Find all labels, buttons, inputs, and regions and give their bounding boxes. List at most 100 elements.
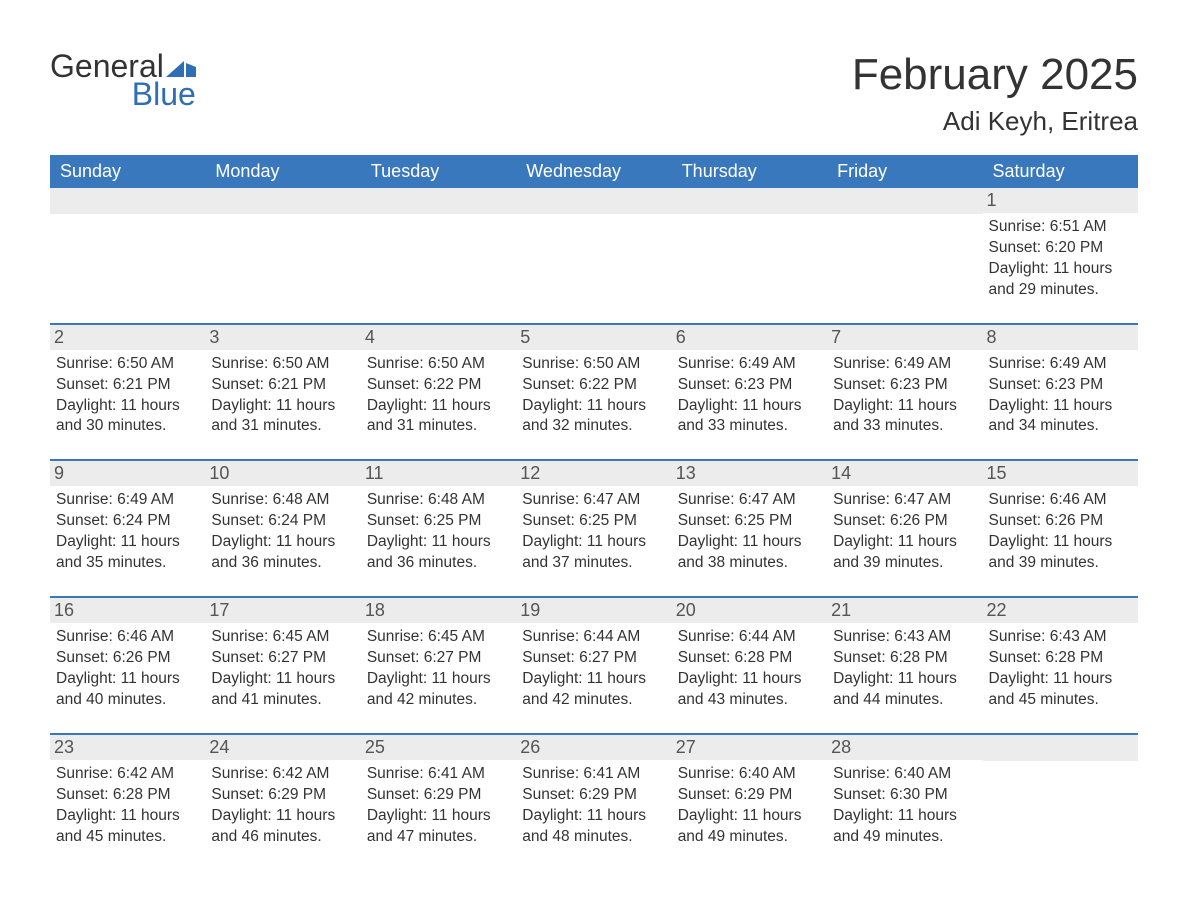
day-number: 27 [672, 735, 827, 760]
day-number [516, 188, 671, 214]
sunrise-line: Sunrise: 6:43 AM [989, 627, 1132, 648]
daylight-line: Daylight: 11 hours and 33 minutes. [678, 396, 821, 438]
weekday-header-cell: Monday [205, 155, 360, 188]
sunset-line: Sunset: 6:23 PM [989, 375, 1132, 396]
sunrise-line: Sunrise: 6:50 AM [522, 354, 665, 375]
calendar-cell: 8Sunrise: 6:49 AMSunset: 6:23 PMDaylight… [983, 325, 1138, 446]
sunset-line: Sunset: 6:28 PM [56, 785, 199, 806]
calendar-cell: 6Sunrise: 6:49 AMSunset: 6:23 PMDaylight… [672, 325, 827, 446]
sunrise-line: Sunrise: 6:46 AM [989, 490, 1132, 511]
daylight-line: Daylight: 11 hours and 49 minutes. [833, 806, 976, 848]
day-number: 7 [827, 325, 982, 350]
daylight-line: Daylight: 11 hours and 47 minutes. [367, 806, 510, 848]
day-number: 17 [205, 598, 360, 623]
sun-info: Sunrise: 6:49 AMSunset: 6:23 PMDaylight:… [833, 354, 976, 438]
sunrise-line: Sunrise: 6:45 AM [367, 627, 510, 648]
sunset-line: Sunset: 6:23 PM [678, 375, 821, 396]
day-number [50, 188, 205, 214]
sunset-line: Sunset: 6:28 PM [989, 648, 1132, 669]
sunrise-line: Sunrise: 6:47 AM [522, 490, 665, 511]
sunrise-line: Sunrise: 6:49 AM [678, 354, 821, 375]
sunrise-line: Sunrise: 6:41 AM [367, 764, 510, 785]
sunset-line: Sunset: 6:29 PM [522, 785, 665, 806]
sunset-line: Sunset: 6:26 PM [56, 648, 199, 669]
calendar-cell: 23Sunrise: 6:42 AMSunset: 6:28 PMDayligh… [50, 735, 205, 856]
calendar-cell: 19Sunrise: 6:44 AMSunset: 6:27 PMDayligh… [516, 598, 671, 719]
daylight-line: Daylight: 11 hours and 32 minutes. [522, 396, 665, 438]
sunset-line: Sunset: 6:27 PM [367, 648, 510, 669]
sunrise-line: Sunrise: 6:49 AM [833, 354, 976, 375]
day-number: 8 [983, 325, 1138, 350]
calendar-cell: 24Sunrise: 6:42 AMSunset: 6:29 PMDayligh… [205, 735, 360, 856]
sunrise-line: Sunrise: 6:51 AM [989, 217, 1132, 238]
sunset-line: Sunset: 6:22 PM [522, 375, 665, 396]
sun-info: Sunrise: 6:49 AMSunset: 6:23 PMDaylight:… [678, 354, 821, 438]
month-title: February 2025 [852, 50, 1138, 100]
day-number: 26 [516, 735, 671, 760]
calendar-cell: 28 Sunrise: 6:40 AMSunset: 6:30 PMDayligh… [827, 735, 982, 856]
sun-info: Sunrise: 6:51 AMSunset: 6:20 PMDaylight:… [989, 217, 1132, 301]
sun-info: Sunrise: 6:41 AMSunset: 6:29 PMDaylight:… [367, 764, 510, 848]
weekday-header-cell: Wednesday [516, 155, 671, 188]
sunrise-line: Sunrise: 6:40 AM [833, 764, 976, 785]
day-number: 21 [827, 598, 982, 623]
calendar-cell: 18Sunrise: 6:45 AMSunset: 6:27 PMDayligh… [361, 598, 516, 719]
sunset-line: Sunset: 6:30 PM [833, 785, 976, 806]
daylight-line: Daylight: 11 hours and 36 minutes. [367, 532, 510, 574]
sunrise-line: Sunrise: 6:48 AM [367, 490, 510, 511]
sun-info: Sunrise: 6:41 AMSunset: 6:29 PMDaylight:… [522, 764, 665, 848]
day-number: 14 [827, 461, 982, 486]
sun-info: Sunrise: 6:42 AMSunset: 6:29 PMDaylight:… [211, 764, 354, 848]
daylight-line: Daylight: 11 hours and 49 minutes. [678, 806, 821, 848]
calendar-cell: 14 Sunrise: 6:47 AMSunset: 6:26 PMDayligh… [827, 461, 982, 582]
daylight-line: Daylight: 11 hours and 45 minutes. [989, 669, 1132, 711]
sunset-line: Sunset: 6:27 PM [211, 648, 354, 669]
daylight-line: Daylight: 11 hours and 44 minutes. [833, 669, 976, 711]
daylight-line: Daylight: 11 hours and 30 minutes. [56, 396, 199, 438]
day-number: 28 [827, 735, 982, 760]
calendar-cell: 4Sunrise: 6:50 AMSunset: 6:22 PMDaylight… [361, 325, 516, 446]
calendar-cell [672, 188, 827, 309]
calendar: SundayMondayTuesdayWednesdayThursdayFrid… [50, 155, 1138, 855]
sunset-line: Sunset: 6:29 PM [678, 785, 821, 806]
calendar-week: 9Sunrise: 6:49 AMSunset: 6:24 PMDaylight… [50, 459, 1138, 582]
day-number: 4 [361, 325, 516, 350]
calendar-cell: 2Sunrise: 6:50 AMSunset: 6:21 PMDaylight… [50, 325, 205, 446]
daylight-line: Daylight: 11 hours and 45 minutes. [56, 806, 199, 848]
sunrise-line: Sunrise: 6:50 AM [367, 354, 510, 375]
day-number [205, 188, 360, 214]
weekday-header-cell: Thursday [672, 155, 827, 188]
daylight-line: Daylight: 11 hours and 29 minutes. [989, 259, 1132, 301]
location-label: Adi Keyh, Eritrea [852, 106, 1138, 137]
calendar-week: 16 Sunrise: 6:46 AMSunset: 6:26 PMDayligh… [50, 596, 1138, 719]
day-number: 19 [516, 598, 671, 623]
day-number: 1 [983, 188, 1138, 213]
weekday-header-cell: Saturday [983, 155, 1138, 188]
calendar-cell: 9Sunrise: 6:49 AMSunset: 6:24 PMDaylight… [50, 461, 205, 582]
sun-info: Sunrise: 6:46 AMSunset: 6:26 PMDaylight:… [56, 627, 199, 711]
day-number [361, 188, 516, 214]
calendar-cell: 3Sunrise: 6:50 AMSunset: 6:21 PMDaylight… [205, 325, 360, 446]
day-number: 16 [50, 598, 205, 623]
sun-info: Sunrise: 6:48 AMSunset: 6:25 PMDaylight:… [367, 490, 510, 574]
sun-info: Sunrise: 6:47 AMSunset: 6:25 PMDaylight:… [522, 490, 665, 574]
sun-info: Sunrise: 6:47 AMSunset: 6:26 PMDaylight:… [833, 490, 976, 574]
daylight-line: Daylight: 11 hours and 43 minutes. [678, 669, 821, 711]
calendar-cell [205, 188, 360, 309]
sunset-line: Sunset: 6:21 PM [56, 375, 199, 396]
calendar-cell: 27Sunrise: 6:40 AMSunset: 6:29 PMDayligh… [672, 735, 827, 856]
logo-text-blue: Blue [50, 78, 196, 110]
daylight-line: Daylight: 11 hours and 31 minutes. [211, 396, 354, 438]
sunrise-line: Sunrise: 6:48 AM [211, 490, 354, 511]
sunrise-line: Sunrise: 6:44 AM [678, 627, 821, 648]
sun-info: Sunrise: 6:46 AMSunset: 6:26 PMDaylight:… [989, 490, 1132, 574]
sunset-line: Sunset: 6:25 PM [367, 511, 510, 532]
calendar-cell [50, 188, 205, 309]
sunset-line: Sunset: 6:25 PM [678, 511, 821, 532]
calendar-cell: 1 Sunrise: 6:51 AMSunset: 6:20 PMDaylight… [983, 188, 1138, 309]
sun-info: Sunrise: 6:43 AMSunset: 6:28 PMDaylight:… [989, 627, 1132, 711]
calendar-cell: 26 Sunrise: 6:41 AMSunset: 6:29 PMDayligh… [516, 735, 671, 856]
day-number: 12 [516, 461, 671, 486]
sunrise-line: Sunrise: 6:50 AM [211, 354, 354, 375]
sunrise-line: Sunrise: 6:50 AM [56, 354, 199, 375]
